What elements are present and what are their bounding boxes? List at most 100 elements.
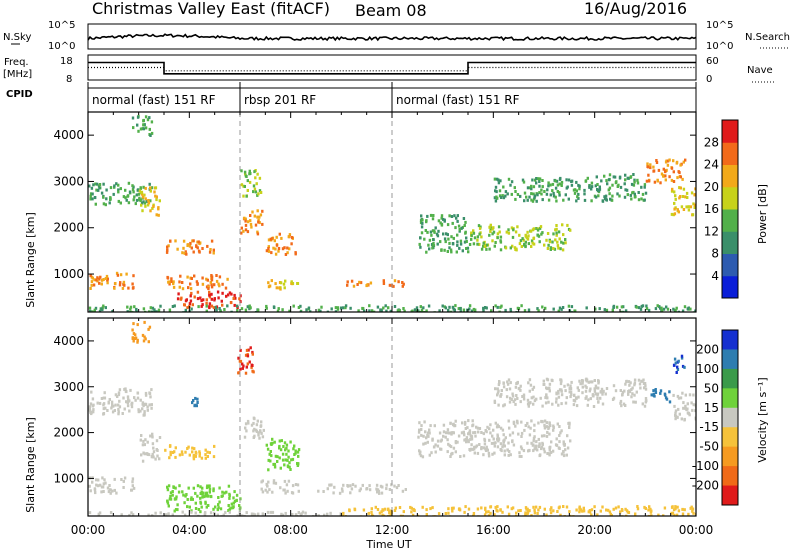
power-echo-region [88,181,154,207]
nave-series [88,66,696,72]
power-echo-region [594,173,648,203]
power-colorbar-tick: 4 [711,269,719,283]
xtick-label: 20:00 [577,523,612,537]
freq-series [88,61,696,75]
velocity-swatch [722,407,738,428]
velocity-echo-region [88,387,153,417]
velocity-colorbar-tick: 200 [696,342,719,356]
velocity-echo-region [243,416,265,440]
xtick-label: 08:00 [273,523,308,537]
velocity-swatch [722,330,738,350]
nsearch-tick-top: 10^5 [706,20,733,31]
xtick-label: 12:00 [375,523,410,537]
power-echo-region [670,186,696,217]
velocity-colorbar-frame [721,329,739,506]
velocity-colorbar-tick: -200 [692,479,719,493]
velocity-echo-region [317,483,407,495]
power-echo-region [265,232,297,256]
xtick-label: 00:00 [679,523,714,537]
velocity-colorbar: 200 100 50 15 -15 -50 -100 -200 [692,329,739,506]
nsky-series [87,33,697,42]
velocity-echo-region [260,479,300,495]
freq-unit: [MHz] [3,69,32,80]
nsky-strip-frame [87,23,697,50]
velocity-swatch [722,466,738,487]
power-swatch [722,209,738,232]
power-swatch [722,275,738,299]
velocity-colorbar-tick: -100 [692,459,719,473]
velocity-colorbar-tick: -15 [699,420,719,434]
velocity-colorbar-tick: 100 [696,362,719,376]
velocity-echo-region [164,444,216,461]
power-echo-region [138,186,161,217]
power-echo-region [240,169,263,198]
cpid-strip: normal (fast) 151 RF rbsp 201 RF normal (f… [87,82,697,112]
velocity-swatch [722,427,738,448]
velocity-ylabel: Slant Range [km] [24,417,37,513]
plot-title: Christmas Valley East (fitACF) [92,0,330,18]
velocity-colorbar-tick: -50 [699,440,719,454]
power-colorbar-label: Power [dB] [756,184,769,244]
nsky-label: N.Sky [3,32,31,43]
power-echo-region [131,114,154,137]
power-ylabel: Slant Range [km] [24,212,37,308]
velocity-swatch [722,388,738,409]
velocity-swatch [722,368,738,389]
power-swatch [722,120,738,143]
power-colorbar: 4 8 12 16 20 24 28 [704,119,739,299]
velocity-echo-region [139,432,162,463]
cpid-label: CPID [6,89,33,100]
power-colorbar-frame [721,119,739,299]
beam-label: Beam 08 [355,1,427,20]
power-echo-region [645,158,687,185]
power-colorbar-tick: 24 [704,158,719,172]
velocity-swatch [722,446,738,467]
freq-tick-bottom: 8 [66,74,72,85]
velocity-echo-region [672,391,696,422]
velocity-panel: 1000 2000 3000 4000 00:00 04:00 08:00 12:00 16:0… [53,317,714,537]
nave-tick-bottom: 0 [706,74,712,85]
ytick-label: 3000 [53,174,84,188]
cpid-mode-label: normal (fast) 151 RF [92,93,216,107]
xtick-label: 16:00 [476,523,511,537]
power-colorbar-tick: 16 [704,202,719,216]
power-colorbar-tick: 20 [704,180,719,194]
cpid-mode-label: normal (fast) 151 RF [396,93,520,107]
ytick-label: 3000 [53,380,84,394]
velocity-echo-region [672,354,686,374]
power-swatch [722,164,738,188]
ytick-label: 4000 [53,334,84,348]
nsky-tick-top: 10^5 [48,20,75,31]
power-echo-region [468,223,572,252]
velocity-echo-region [650,388,672,404]
freq-label: Freq. [4,57,29,68]
power-swatch [722,253,738,277]
power-colorbar-tick: 8 [711,247,719,261]
velocity-echo-region [417,419,572,459]
power-echo-region [89,271,135,290]
power-swatch [722,231,738,254]
power-data [88,114,696,312]
power-echo-region [267,279,300,291]
power-echo-region [165,239,215,256]
xtick-label: 04:00 [172,523,207,537]
xaxis-label: Time UT [365,538,411,551]
velocity-echo-region [191,396,199,408]
power-echo-region [166,274,229,291]
velocity-echo-region [265,437,301,472]
nsky-tick-bottom: 10^0 [48,41,75,52]
power-swatch [722,142,738,165]
ytick-label: 2000 [53,426,84,440]
power-panel: 1000 2000 3000 4000 [53,111,697,313]
velocity-echo-region [131,320,152,344]
velocity-echo-region [88,476,136,495]
velocity-swatch [722,485,738,506]
ytick-label: 1000 [53,267,84,281]
velocity-colorbar-tick: 15 [704,401,719,415]
xtick-label: 00:00 [71,523,106,537]
nave-label: Nave [747,65,773,76]
freq-strip-frame [87,54,697,81]
power-echo-region [493,176,597,203]
nsearch-label: N.Search [745,32,790,43]
